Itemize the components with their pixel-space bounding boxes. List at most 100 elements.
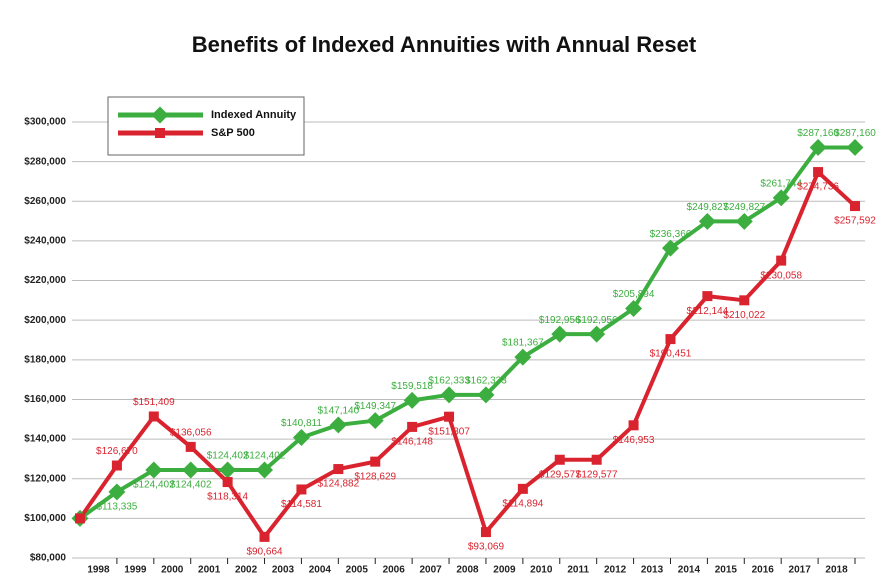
x-tick-label: 2017	[789, 565, 812, 576]
series-line	[78, 145, 855, 520]
data-label: $90,664	[246, 547, 283, 558]
data-label: $249,827	[687, 202, 729, 213]
legend-marker	[155, 128, 165, 138]
x-tick-label: 2018	[825, 565, 848, 576]
marker	[403, 391, 421, 409]
y-tick-label: $160,000	[24, 394, 66, 405]
y-tick-label: $80,000	[30, 553, 67, 564]
y-tick-label: $100,000	[24, 513, 66, 524]
marker	[444, 411, 455, 422]
marker	[514, 348, 532, 366]
marker	[739, 295, 750, 306]
data-label: $124,402	[133, 480, 175, 491]
data-label: $124,402	[244, 451, 286, 462]
y-tick-label: $180,000	[24, 354, 66, 365]
x-tick-label: 2004	[309, 565, 332, 576]
data-label: $236,366	[650, 229, 692, 240]
data-label: $230,058	[760, 270, 802, 281]
y-tick-label: $120,000	[24, 473, 66, 484]
data-label: $149,347	[354, 401, 396, 412]
data-label: $212,144	[687, 306, 729, 317]
data-label: $129,577	[539, 469, 581, 480]
data-label: $126,670	[96, 446, 138, 457]
marker	[407, 421, 418, 432]
marker	[628, 420, 639, 431]
marker	[370, 456, 381, 467]
data-label: $261,744	[760, 178, 802, 189]
y-tick-label: $280,000	[24, 156, 66, 167]
marker	[735, 212, 753, 230]
marker	[148, 411, 159, 422]
data-label: $210,022	[723, 310, 765, 321]
marker	[846, 138, 864, 156]
marker	[480, 527, 491, 538]
marker	[477, 386, 495, 404]
marker	[588, 325, 606, 343]
marker	[108, 483, 126, 501]
y-tick-label: $140,000	[24, 434, 66, 445]
data-label: $93,069	[468, 542, 505, 553]
marker	[776, 255, 787, 266]
x-tick-label: 2016	[752, 565, 775, 576]
data-label: $124,882	[317, 479, 359, 490]
marker	[625, 300, 643, 317]
data-label: $205,894	[613, 289, 655, 300]
x-tick-label: 2012	[604, 565, 627, 576]
data-label: $159,518	[391, 381, 433, 392]
y-tick-label: $260,000	[24, 196, 66, 207]
data-label: $190,451	[650, 349, 692, 360]
marker	[551, 325, 569, 343]
x-tick-label: 2006	[383, 565, 406, 576]
x-tick-label: 2009	[493, 565, 516, 576]
x-tick-label: 2000	[161, 565, 184, 576]
y-tick-label: $240,000	[24, 236, 66, 247]
marker	[292, 428, 310, 446]
y-tick-label: $300,000	[24, 117, 66, 128]
marker	[219, 461, 237, 479]
marker	[554, 454, 565, 465]
data-label: $128,629	[354, 471, 396, 482]
marker	[333, 464, 344, 475]
data-label: $151,409	[133, 397, 175, 408]
marker	[813, 167, 824, 178]
legend-box	[107, 96, 305, 156]
marker	[591, 454, 602, 465]
x-tick-label: 1998	[87, 565, 110, 576]
marker	[222, 477, 233, 488]
y-tick-label: $200,000	[24, 315, 66, 326]
marker	[182, 461, 200, 479]
x-tick-label: 2005	[346, 565, 369, 576]
data-label: $114,581	[281, 499, 322, 510]
data-label: $162,333	[465, 375, 507, 386]
data-label: $124,402	[207, 451, 249, 462]
data-label: $129,577	[576, 469, 618, 480]
data-label: $147,140	[317, 406, 359, 417]
data-label: $140,811	[281, 418, 322, 429]
marker	[440, 386, 458, 404]
x-tick-label: 2008	[456, 565, 479, 576]
data-label: $287,160	[834, 128, 876, 139]
data-label: $124,402	[170, 480, 212, 491]
y-tick-label: $220,000	[24, 275, 66, 286]
data-label: $136,056	[170, 428, 212, 439]
data-label: $118,314	[207, 492, 248, 503]
legend-marker	[151, 106, 169, 124]
x-tick-label: 1999	[124, 565, 147, 576]
x-tick-label: 2007	[419, 565, 442, 576]
marker	[809, 138, 827, 156]
marker	[296, 484, 307, 495]
marker	[111, 460, 122, 471]
marker	[661, 239, 679, 257]
legend-label: S&P 500	[211, 127, 255, 139]
marker	[329, 416, 347, 434]
x-tick-label: 2002	[235, 565, 258, 576]
x-tick-label: 2013	[641, 565, 664, 576]
marker	[259, 531, 270, 542]
data-label: $181,367	[502, 338, 544, 349]
marker	[256, 461, 274, 479]
data-label: $287,160	[797, 128, 839, 139]
x-tick-label: 2011	[567, 565, 589, 576]
marker	[702, 291, 713, 302]
data-label: $151,307	[428, 426, 470, 437]
